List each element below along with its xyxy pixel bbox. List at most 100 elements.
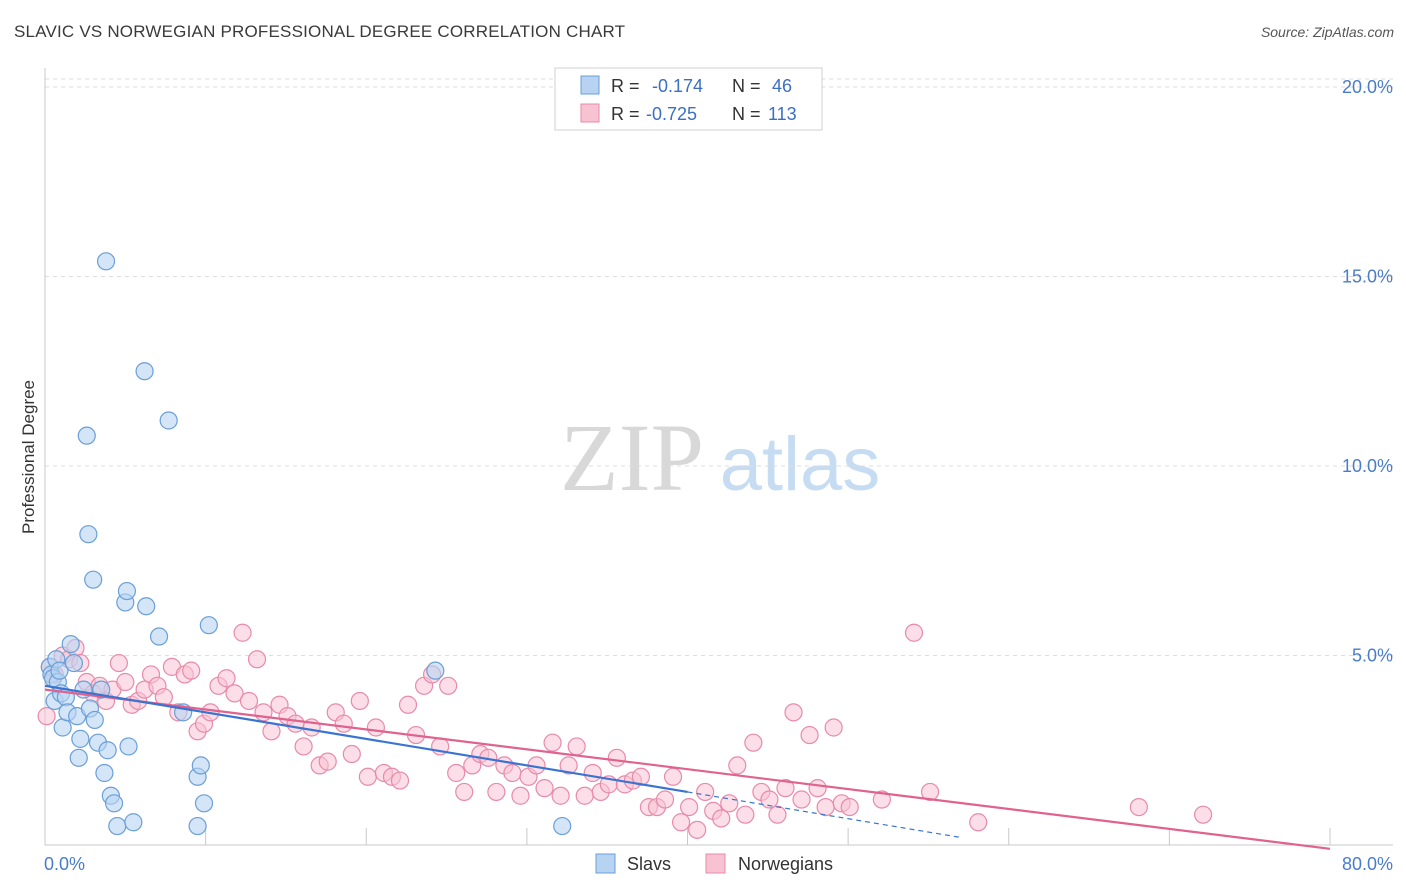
norwegians-point: [808, 779, 827, 798]
slavs-point: [84, 570, 103, 589]
legend-top: R = -0.174 N = 46 R = -0.725 N = 113: [554, 67, 823, 131]
legend-norw-r-label: R =: [611, 104, 640, 124]
legend-norw-n-value: 113: [768, 104, 797, 124]
slavs-point: [159, 411, 178, 430]
legend-slavs-r-value: -0.174: [652, 76, 703, 96]
slavs-point: [77, 426, 96, 445]
norwegians-point: [792, 790, 811, 809]
slavs-trend-line-extension: [687, 791, 961, 839]
y-axis-title: Professional Degree: [19, 380, 38, 534]
norwegians-point: [455, 782, 474, 802]
slavs-point: [135, 362, 154, 381]
slavs-point: [124, 813, 143, 832]
slavs-point: [71, 729, 90, 748]
slavs-point: [104, 794, 124, 813]
norwegians-point: [696, 782, 715, 802]
slavs-point: [108, 816, 127, 836]
norwegians-point: [567, 737, 586, 756]
legend-norw-r-value: -0.725: [646, 104, 697, 124]
norwegians-point: [233, 623, 252, 642]
norwegians-point: [551, 786, 570, 805]
slavs-point: [98, 741, 117, 760]
norwegians-point: [247, 650, 267, 669]
trend-lines: [44, 684, 1331, 850]
norwegians-point: [760, 790, 779, 809]
legend-bottom: Slavs Norwegians: [595, 853, 833, 874]
norwegians-point: [688, 820, 707, 839]
norwegians-point: [318, 752, 337, 771]
slavs-point: [553, 816, 572, 836]
legend-slavs-r-label: R =: [611, 76, 640, 96]
norwegians-point: [872, 790, 891, 809]
legend-bottom-norw-swatch: [705, 853, 726, 874]
norwegians-point: [217, 669, 236, 688]
slavs-point: [426, 661, 445, 680]
norwegians-point: [969, 813, 988, 832]
norwegians-point: [487, 782, 506, 802]
norwegians-point: [583, 763, 602, 783]
norwegians-point: [342, 744, 361, 764]
legend-bottom-norw-label: Norwegians: [738, 854, 833, 874]
norwegians-point: [511, 786, 530, 805]
x-tick-marks: [205, 828, 1331, 845]
norwegians-point: [712, 809, 731, 828]
norwegians-point: [816, 797, 835, 817]
watermark-atlas: atlas: [720, 422, 881, 507]
x-tick-label-min: 0.0%: [44, 854, 85, 874]
norwegians-point: [784, 703, 803, 722]
slavs-point: [117, 581, 137, 601]
norwegians-point: [503, 763, 522, 783]
legend-slavs-swatch: [580, 75, 600, 95]
norwegians-point: [286, 714, 305, 733]
y-tick-labels: 5.0% 10.0% 15.0% 20.0%: [1342, 77, 1393, 666]
norwegians-point: [535, 779, 554, 798]
legend-norw-n-label: N =: [732, 104, 761, 124]
slavs-points: [40, 252, 572, 836]
y-tick-label-2: 15.0%: [1342, 266, 1393, 286]
norwegians-points: [37, 623, 1213, 839]
norwegians-point: [800, 725, 819, 745]
x-tick-label-max: 80.0%: [1342, 854, 1393, 874]
norwegians-point: [366, 718, 385, 737]
norwegians-point: [398, 695, 418, 714]
norwegians-point: [776, 779, 795, 798]
slavs-point: [61, 635, 80, 654]
norwegians-point: [559, 756, 578, 775]
slavs-point: [137, 597, 156, 616]
norwegians-trend-line: [44, 688, 1331, 850]
legend-bottom-slavs-label: Slavs: [627, 854, 671, 874]
norwegians-point: [904, 623, 924, 642]
legend-norw-swatch: [580, 103, 600, 123]
slavs-point: [50, 661, 69, 680]
legend-bottom-slavs-swatch: [595, 853, 616, 874]
norwegians-point: [225, 684, 244, 703]
norwegians-point: [744, 733, 763, 752]
norwegians-point: [768, 805, 787, 824]
chart-title: SLAVIC VS NORWEGIAN PROFESSIONAL DEGREE …: [14, 22, 626, 41]
slavs-point: [85, 710, 104, 730]
norwegians-point: [239, 691, 259, 711]
norwegians-point: [262, 722, 281, 741]
norwegians-point: [358, 767, 377, 786]
norwegians-point: [607, 748, 626, 767]
slavs-point: [119, 737, 138, 756]
norwegians-point: [1129, 797, 1148, 817]
grid-lines: [45, 78, 1393, 656]
norwegians-point: [543, 733, 562, 752]
norwegians-point: [671, 813, 691, 832]
norwegians-point: [680, 797, 699, 817]
watermark-zip: ZIP: [560, 404, 704, 511]
norwegians-point: [294, 737, 313, 756]
slavs-point: [69, 748, 88, 767]
slavs-point: [53, 718, 72, 737]
slavs-point: [194, 794, 214, 813]
slavs-point: [64, 653, 84, 673]
legend-slavs-n-label: N =: [732, 76, 761, 96]
norwegians-point: [663, 767, 683, 786]
norwegians-point: [920, 782, 940, 802]
slavs-point: [95, 763, 114, 783]
norwegians-point: [736, 805, 755, 824]
norwegians-point: [116, 672, 135, 692]
y-tick-label-3: 20.0%: [1342, 77, 1393, 97]
source-label: Source: ZipAtlas.com: [1260, 24, 1394, 40]
